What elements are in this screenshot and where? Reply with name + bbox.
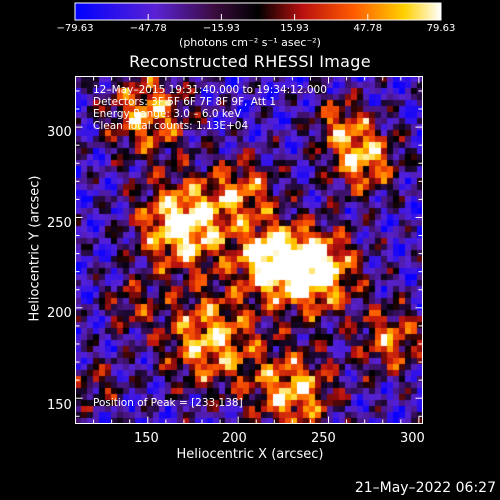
x-tick-label: 200 <box>222 431 247 446</box>
colorbar-tick-label: −79.63 <box>56 23 94 34</box>
rhessi-image-heatmap <box>75 76 423 424</box>
x-tick-label: 150 <box>134 431 159 446</box>
plot-frame <box>75 76 423 424</box>
info-clean-counts: Clean Total counts: 1.13E+04 <box>93 120 249 132</box>
x-axis-label: Heliocentric X (arcsec) <box>176 447 324 462</box>
y-tick-label: 300 <box>47 125 72 140</box>
colorbar-units: (photons cm⁻² s⁻¹ asec⁻²) <box>179 36 321 49</box>
colorbar-tick-label: −47.78 <box>129 23 167 34</box>
info-peak-position: Position of Peak = [233,138] <box>93 397 243 409</box>
y-tick-label: 250 <box>47 216 72 231</box>
colorbar-tick-label: 15.93 <box>280 23 309 34</box>
footer-timestamp: 21–May–2022 06:27 <box>354 480 496 496</box>
colorbar-tick-label: 79.63 <box>426 23 456 34</box>
y-tick-label: 200 <box>47 306 72 321</box>
colorbar-gradient <box>74 2 442 21</box>
info-energy-range: Energy Range: 3.0 – 6.0 keV <box>93 108 242 120</box>
image-title: Reconstructed RHESSI Image <box>129 52 371 71</box>
y-axis-label: Heliocentric Y (arcsec) <box>27 175 43 322</box>
colorbar-tick-label: 47.78 <box>353 23 383 34</box>
info-time-range: 12–May–2015 19:31:40.000 to 19:34:12.000 <box>93 84 327 96</box>
info-detectors: Detectors: 3F 5F 6F 7F 8F 9F, Att 1 <box>93 96 277 108</box>
colorbar-tick-label: −15.93 <box>202 23 240 34</box>
y-tick-label: 150 <box>47 398 72 413</box>
colorbar <box>74 2 442 21</box>
x-tick-label: 300 <box>400 431 425 446</box>
x-tick-label: 250 <box>311 431 336 446</box>
